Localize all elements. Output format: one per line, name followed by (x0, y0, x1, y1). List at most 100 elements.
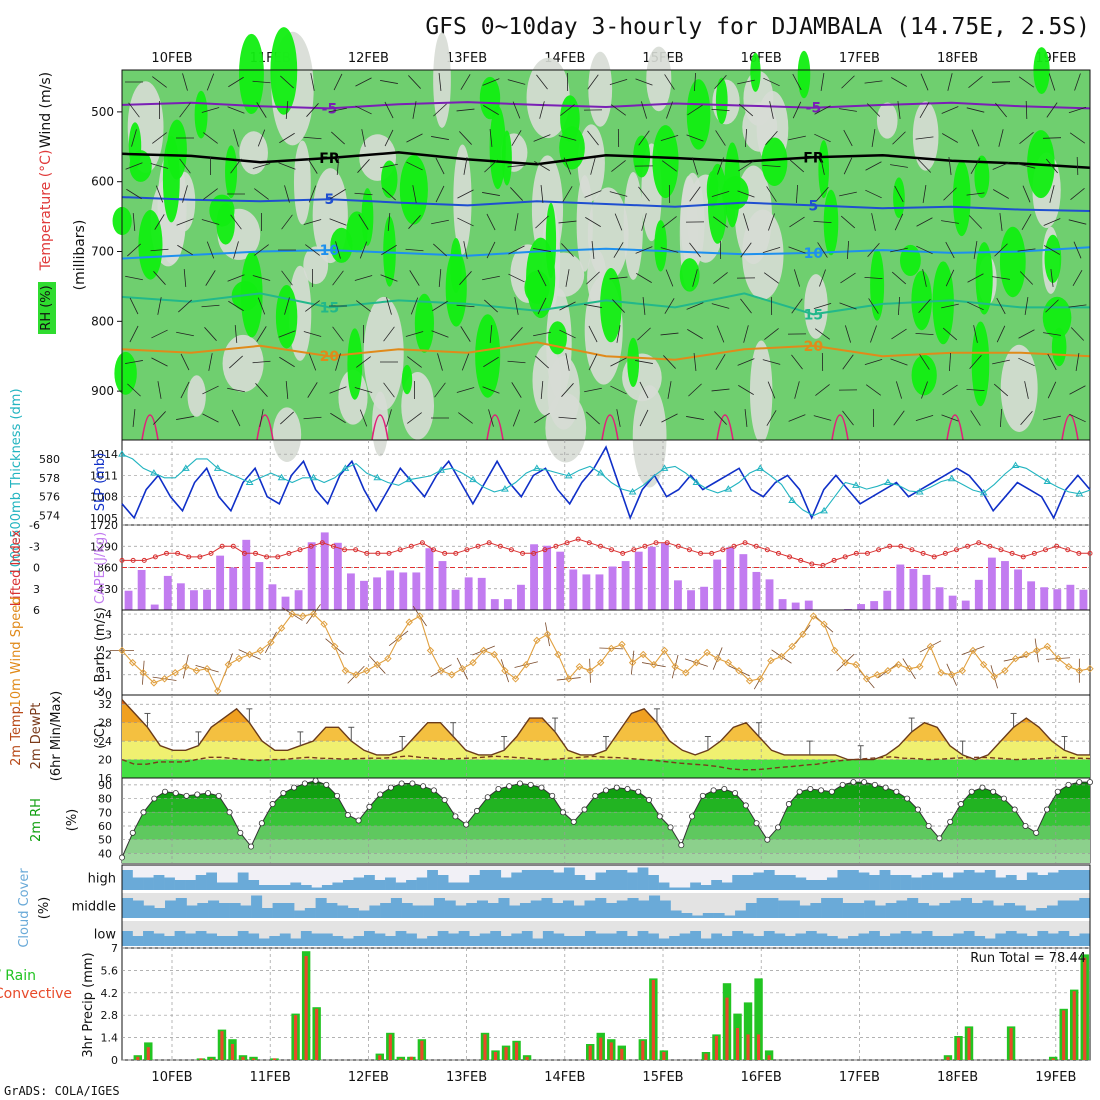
wind-barb (383, 326, 395, 342)
wind-speed-point (128, 658, 137, 667)
wind-barb (482, 192, 500, 196)
rh-moist-patch (559, 126, 585, 170)
cloud-cover-bar (290, 938, 302, 946)
cloud-cover-bar (606, 903, 618, 918)
cloud-cover-bar (928, 905, 940, 918)
bottom-date-axis: 10FEB 11FEB 12FEB 13FEB 14FEB 15FEB 16FEB 17FEB… (151, 1070, 1076, 1085)
wind-speed-point (575, 662, 584, 671)
cloud-cover-bar (498, 898, 510, 918)
rh-point (828, 788, 835, 795)
cloud-cover-bar (342, 938, 354, 946)
cape-bar (203, 589, 211, 610)
wind-barb (973, 241, 978, 259)
date-label-bottom: 11FEB (250, 1070, 291, 1085)
wind-barb (890, 164, 908, 168)
slp-tick: 1014 (90, 448, 118, 461)
cape-bar (621, 561, 630, 610)
date-label-top: 10FEB (151, 51, 192, 66)
wind-barb (994, 243, 1008, 257)
cloud-cover-bar (553, 872, 565, 890)
rh-moist-patch (128, 122, 142, 170)
li-point (1076, 550, 1082, 556)
li-point (520, 550, 526, 556)
wind-barb (252, 80, 271, 84)
rh-point (613, 784, 620, 791)
wind-barb (383, 382, 395, 398)
wind-speed-point (1075, 667, 1084, 675)
isotherm-label: 15 (804, 307, 823, 323)
thickness-point (150, 469, 158, 476)
cloud-cover-bar (853, 903, 865, 918)
wind-barb (151, 357, 168, 367)
wind-speed-point (948, 671, 956, 679)
cloud-cover-bar (1037, 875, 1049, 890)
cape-bar (556, 551, 565, 610)
wind-barb (865, 189, 882, 199)
cloud-cover-bar (788, 900, 800, 918)
cloud-cover-bar (347, 908, 359, 918)
wind-barb (585, 217, 601, 227)
wind-barb (155, 185, 164, 203)
cape-bar (778, 599, 787, 610)
precip-conv-bar (756, 1034, 761, 1060)
precip-conv-bar (483, 1034, 487, 1060)
cloud-cover-bar (995, 877, 1007, 890)
wind-barb (791, 354, 803, 370)
wind-barb (842, 410, 854, 426)
cloud-cover-bar (658, 938, 670, 946)
cape-bar (713, 559, 722, 610)
thickness-point (692, 478, 701, 485)
thickness-point (947, 474, 956, 482)
rh-point (947, 818, 954, 825)
cape-bar (935, 587, 944, 610)
cloud-cover-bar (974, 936, 986, 946)
cloud-cover-bar (826, 936, 838, 946)
wind-barb (638, 130, 650, 146)
precip-conv-bar (409, 1056, 413, 1060)
li-point (775, 550, 781, 556)
precip-conv-bar (1083, 957, 1087, 1060)
wind-barb (540, 185, 544, 203)
isotherm-label: 10 (320, 243, 340, 259)
cloud-cover-bar (816, 880, 828, 890)
wind-barb (971, 129, 980, 147)
cloud-cover-bar (1058, 931, 1070, 946)
wind-barb (182, 73, 188, 91)
temp-unit-label: (°C) (93, 723, 108, 749)
cape-tick: 430 (97, 583, 118, 596)
wind-barb (991, 81, 1011, 83)
wind-speed-point (788, 642, 796, 651)
wind-barb (686, 302, 704, 310)
rh-point (258, 820, 265, 827)
wind-speed-point (245, 650, 254, 659)
wind-speed-point (533, 636, 541, 645)
wind-barb (151, 329, 168, 339)
cloud-cover-bar (670, 910, 682, 918)
wind-barb (1050, 269, 1054, 287)
rh-moist-patch (818, 140, 829, 199)
wind-speed-point (671, 662, 679, 671)
isotherm-line (121, 341, 1091, 361)
wind-tick: 2 (105, 649, 112, 662)
cloud-cover-bar (595, 872, 607, 890)
li-point (876, 547, 882, 553)
li-point (809, 561, 815, 567)
isotherm-25-bulge (601, 414, 619, 441)
wind-barb (432, 300, 448, 312)
precip-total-bar (743, 1002, 753, 1060)
thickness-point (564, 471, 573, 479)
isotherm-25-bulge (946, 414, 964, 441)
cloud-cover-bar (369, 905, 381, 918)
cloud-cover-bar (304, 908, 316, 918)
wind-barb (560, 104, 575, 116)
rh-point (205, 790, 212, 797)
cape-bar (726, 547, 735, 610)
cape-tick: 1720 (90, 519, 118, 532)
cloud-cover-bar (993, 905, 1005, 918)
wind-speed-point (1033, 646, 1041, 655)
wind-barb (1024, 297, 1029, 315)
thickness-tick: 580 (39, 453, 60, 466)
wind-barb (998, 129, 1004, 147)
cape-bar (1066, 584, 1075, 610)
cloud-cover-bar (595, 933, 607, 946)
